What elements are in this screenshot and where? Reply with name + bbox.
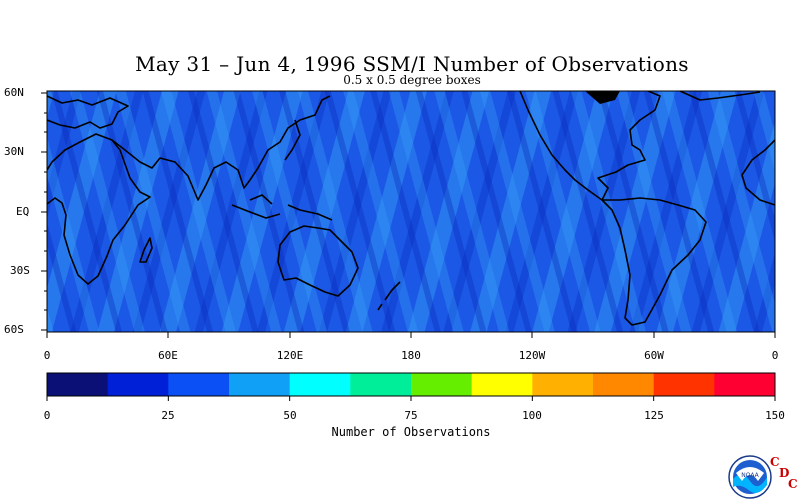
colorbar-tick-100: 100 <box>522 409 542 422</box>
coastline-madagascar <box>139 237 153 263</box>
cdc-letter-2: D <box>779 466 790 480</box>
colorbar-bin-3 <box>229 373 291 396</box>
coastline-europe <box>47 95 129 129</box>
arctic-ice <box>585 91 620 104</box>
coastline-north-america <box>519 91 661 201</box>
figure-title: May 31 – Jun 4, 1996 SSM/I Number of Obs… <box>135 52 689 76</box>
lat-label-30n: 30N <box>4 145 24 158</box>
lon-label-120w: 120W <box>518 349 546 362</box>
coastline-eurafrica-east <box>741 139 775 206</box>
cdc-letter-3: C <box>788 477 798 491</box>
colorbar-bin-8 <box>532 373 594 396</box>
noaa-logo-text: NOAA <box>741 472 759 479</box>
noaa-logo: NOAA <box>728 455 772 499</box>
colorbar-bin-2 <box>168 373 230 396</box>
coastlines <box>47 91 775 326</box>
colorbar-tick-25: 25 <box>161 409 175 422</box>
coastline-japan <box>284 119 301 161</box>
lat-label-eq: EQ <box>16 205 30 218</box>
observation-swaths-cross <box>47 91 775 332</box>
map-panel <box>47 91 775 332</box>
colorbar-bin-7 <box>471 373 533 396</box>
colorbar-bin-0 <box>47 373 109 396</box>
lon-label-120e: 120E <box>276 349 304 362</box>
colorbar-tick-50: 50 <box>283 409 297 422</box>
lon-label-0-east: 0 <box>771 349 779 362</box>
lat-label-60n: 60N <box>4 86 24 99</box>
colorbar-tick-150: 150 <box>765 409 785 422</box>
cdc-letter-1: C <box>770 455 780 469</box>
coastline-australia <box>277 225 359 297</box>
lon-label-0: 0 <box>43 349 51 362</box>
lat-label-60s: 60S <box>4 323 24 336</box>
coastline-south-america <box>601 197 707 326</box>
coastline-africa <box>47 133 151 285</box>
colorbar-tick-0: 0 <box>43 409 51 422</box>
lon-label-60e: 60E <box>158 349 178 362</box>
colorbar-bin-6 <box>411 373 473 396</box>
colorbar-tick-125: 125 <box>644 409 664 422</box>
coastline-new-zealand <box>377 281 401 311</box>
figure-subtitle: 0.5 x 0.5 degree boxes <box>343 73 481 87</box>
colorbar-bin-11 <box>714 373 776 396</box>
coastline-greenland <box>679 91 761 101</box>
colorbar-bin-5 <box>350 373 412 396</box>
lon-label-60w: 60W <box>644 349 664 362</box>
coastline-indonesia <box>231 194 333 221</box>
colorbar-bin-1 <box>107 373 169 396</box>
colorbar <box>46 372 776 401</box>
colorbar-bin-9 <box>593 373 655 396</box>
colorbar-tick-75: 75 <box>404 409 418 422</box>
colorbar-title: Number of Observations <box>331 425 491 439</box>
colorbar-bin-10 <box>653 373 715 396</box>
axis-ticks <box>41 92 776 338</box>
lon-label-180: 180 <box>401 349 421 362</box>
coastline-south-asia <box>111 95 331 201</box>
lat-label-30s: 30S <box>10 264 30 277</box>
colorbar-bin-4 <box>289 373 351 396</box>
